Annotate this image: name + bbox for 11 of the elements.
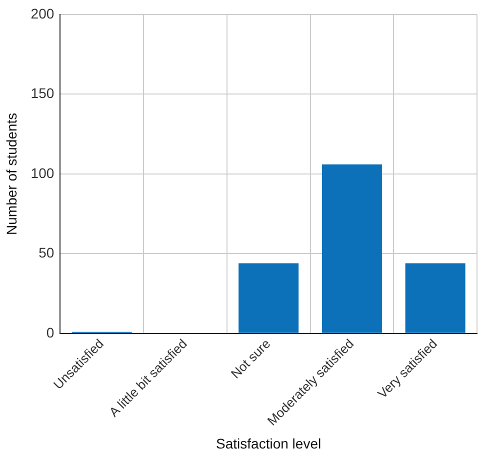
y-tick-label: 50 bbox=[38, 244, 54, 261]
bar bbox=[322, 164, 382, 333]
y-tick-label: 0 bbox=[46, 324, 54, 340]
bar bbox=[405, 263, 466, 333]
y-tick-label: 150 bbox=[30, 85, 54, 102]
y-axis-title: Number of students bbox=[3, 112, 20, 235]
x-axis-title: Satisfaction level bbox=[216, 435, 322, 452]
y-tick-label: 100 bbox=[30, 164, 54, 181]
x-tick-label: Not sure bbox=[228, 336, 274, 382]
y-tick-label: 200 bbox=[30, 5, 54, 22]
bar bbox=[238, 263, 299, 333]
